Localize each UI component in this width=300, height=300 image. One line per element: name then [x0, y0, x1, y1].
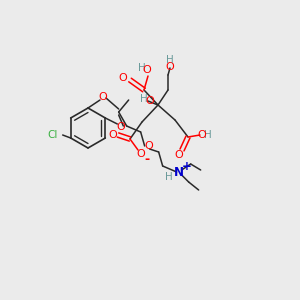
Text: O: O	[136, 149, 146, 159]
Text: H: H	[166, 55, 174, 65]
Text: Cl: Cl	[47, 130, 58, 140]
Text: O: O	[146, 96, 154, 106]
Text: +: +	[182, 160, 192, 173]
Text: H: H	[165, 172, 172, 182]
Text: H: H	[138, 63, 146, 73]
Text: O: O	[116, 122, 125, 132]
Text: O: O	[144, 141, 153, 151]
Text: O: O	[175, 150, 183, 160]
Text: O: O	[198, 130, 206, 140]
Text: O: O	[118, 73, 127, 83]
Text: H: H	[204, 130, 212, 140]
Text: O: O	[109, 130, 117, 140]
Text: O: O	[142, 65, 152, 75]
Text: O: O	[99, 92, 107, 102]
Text: O: O	[166, 62, 174, 72]
Text: N: N	[174, 166, 184, 178]
Text: H: H	[140, 94, 148, 104]
Text: -: -	[144, 154, 150, 166]
